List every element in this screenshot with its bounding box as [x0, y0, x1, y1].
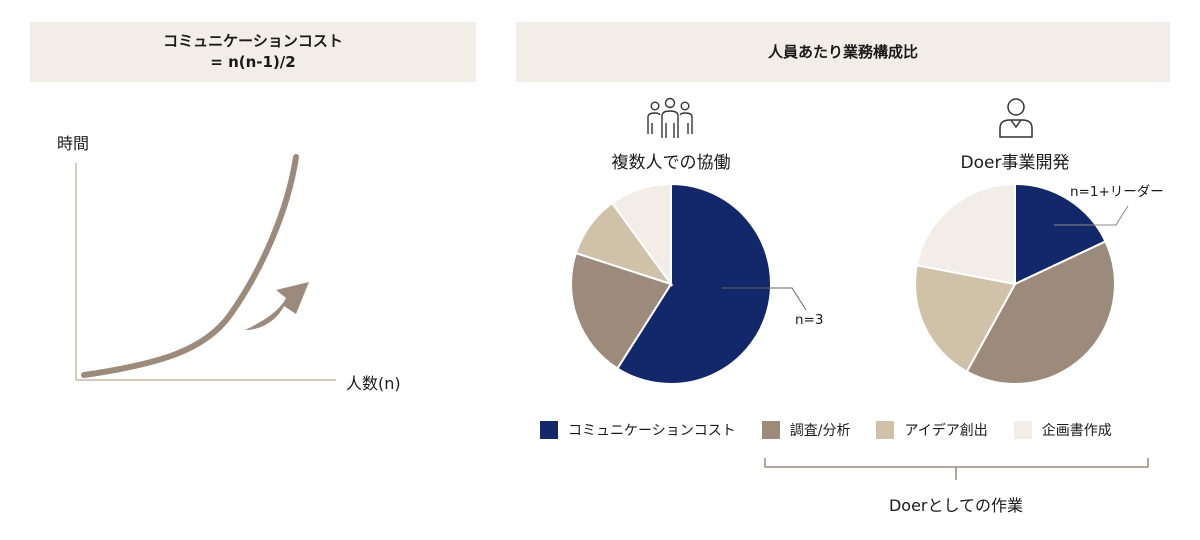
doer-bracket [764, 458, 1149, 480]
pie-slice-2 [574, 201, 674, 286]
pie-slice-0 [616, 182, 772, 385]
callout-right: n=1+リーダー [1070, 184, 1164, 200]
legend-item-ideation: アイデア創出 [876, 420, 988, 440]
pie-right [914, 182, 1116, 385]
y-axis-label: 時間 [57, 134, 90, 153]
legend-swatch [761, 421, 780, 439]
legend-item-communication: コミュニケーションコスト [540, 420, 736, 440]
pie-slice-3 [915, 182, 1016, 286]
callout-left-leader [722, 287, 807, 311]
pie-slice-2 [914, 264, 1017, 373]
callout-right-leader [1054, 205, 1129, 226]
pie-left [570, 182, 772, 385]
formula-expression: = n(n-1)/2 [210, 53, 296, 71]
people-group-icon [647, 97, 693, 138]
formula-header: コミュニケーションコスト = n(n-1)/2 [30, 22, 476, 82]
pie-slice-3 [610, 182, 672, 288]
bracket-label: Doerとしての作業 [888, 496, 1024, 515]
pie-left-title: 複数人での協働 [611, 153, 731, 173]
legend-swatch [876, 421, 895, 439]
x-axis-label: 人数(n) [346, 374, 401, 393]
composition-header: 人員あたり業務構成比 [516, 22, 1170, 82]
cost-curve [81, 154, 299, 378]
legend-label: コミュニケーションコスト [568, 423, 736, 439]
callout-left: n=3 [795, 312, 824, 328]
curved-up-arrow-icon [245, 282, 309, 330]
formula-title: コミュニケーションコスト [163, 32, 343, 50]
legend-label: 企画書作成 [1041, 423, 1112, 439]
person-icon [999, 98, 1033, 138]
composition-title: 人員あたり業務構成比 [767, 42, 918, 61]
legend-label: 調査/分析 [789, 423, 851, 439]
legend-swatch [540, 421, 558, 439]
pie-slice-1 [570, 251, 673, 370]
pie-right-title: Doer事業開発 [960, 153, 1070, 173]
legend-item-proposal: 企画書作成 [1013, 420, 1112, 440]
legend: コミュニケーションコスト 調査/分析 アイデア創出 企画書作成 [540, 420, 1138, 440]
legend-item-research: 調査/分析 [761, 420, 851, 440]
pie-slice-1 [965, 240, 1116, 385]
legend-label: アイデア創出 [904, 423, 988, 439]
legend-swatch [1013, 421, 1032, 439]
